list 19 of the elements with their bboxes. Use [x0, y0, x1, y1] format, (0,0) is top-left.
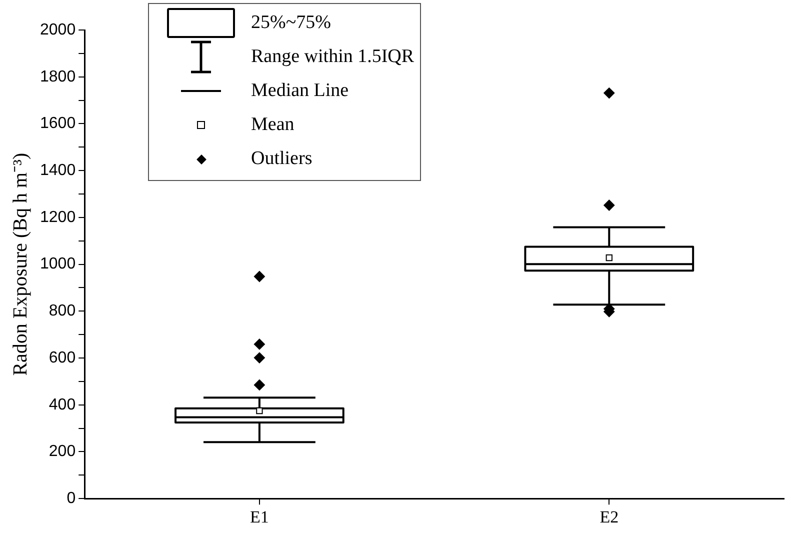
- y-tick-label: 200: [48, 443, 76, 460]
- annotation: Mean: [251, 114, 294, 136]
- annotation: Range within 1.5IQR: [251, 46, 414, 68]
- y-tick-label: 1000: [40, 256, 76, 273]
- y-tick-label: 1200: [40, 208, 76, 226]
- y-tick-label: 400: [48, 396, 76, 414]
- y-tick-label: 2000: [40, 21, 76, 38]
- y-tick-label: 600: [48, 349, 76, 366]
- annotation: 25%~75%: [251, 12, 331, 34]
- annotation: Median Line: [251, 80, 349, 102]
- x-tick-label: E2: [600, 507, 619, 526]
- y-tick-label: 0: [66, 490, 76, 508]
- x-tick-label: E1: [250, 507, 269, 526]
- y-axis-title: Radon Exposure (Bq h m⁻³): [9, 152, 32, 376]
- y-tick-label: 1400: [40, 162, 76, 179]
- y-tick-label: 1800: [40, 68, 76, 86]
- y-tick-label: 800: [48, 302, 76, 320]
- annotation: Outliers: [251, 148, 312, 170]
- y-tick-label: 1600: [40, 115, 76, 132]
